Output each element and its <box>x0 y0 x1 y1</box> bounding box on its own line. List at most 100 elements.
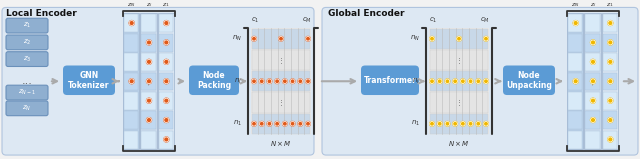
Circle shape <box>267 79 272 83</box>
Circle shape <box>484 79 488 83</box>
FancyBboxPatch shape <box>2 7 314 155</box>
Text: ⋮: ⋮ <box>278 57 285 63</box>
Bar <box>567 13 583 149</box>
Text: Global Encoder: Global Encoder <box>328 9 404 18</box>
Text: $z_1$: $z_1$ <box>607 1 614 9</box>
Text: $c_1$: $c_1$ <box>429 16 437 25</box>
Circle shape <box>429 36 435 41</box>
Circle shape <box>457 36 461 41</box>
Circle shape <box>252 79 256 83</box>
Circle shape <box>437 121 442 126</box>
Bar <box>586 111 600 129</box>
Circle shape <box>259 79 264 83</box>
Circle shape <box>429 79 435 83</box>
Bar <box>568 53 582 71</box>
Circle shape <box>591 79 595 84</box>
Circle shape <box>608 59 613 64</box>
Bar <box>586 14 600 32</box>
FancyBboxPatch shape <box>6 101 48 116</box>
Circle shape <box>278 36 284 41</box>
Circle shape <box>291 121 295 126</box>
Circle shape <box>608 79 613 84</box>
Bar <box>603 53 617 71</box>
Bar <box>586 34 600 52</box>
Circle shape <box>484 121 488 126</box>
Circle shape <box>164 21 169 25</box>
FancyBboxPatch shape <box>361 66 419 95</box>
Text: $z_3$: $z_3$ <box>23 55 31 64</box>
Bar <box>603 92 617 110</box>
Text: $n_1$: $n_1$ <box>411 119 420 128</box>
Bar <box>157 13 174 149</box>
Circle shape <box>429 121 435 126</box>
Circle shape <box>608 21 613 25</box>
Bar <box>430 29 488 49</box>
Text: ···: ··· <box>146 78 152 85</box>
Bar <box>252 29 310 49</box>
Text: ⋮: ⋮ <box>456 57 463 63</box>
Circle shape <box>147 59 152 64</box>
Circle shape <box>484 36 488 41</box>
Bar <box>586 53 600 71</box>
Circle shape <box>437 79 442 83</box>
Text: $N \times M$: $N \times M$ <box>448 139 470 148</box>
Circle shape <box>461 79 465 83</box>
Bar <box>123 13 140 149</box>
Circle shape <box>147 79 152 84</box>
Circle shape <box>298 121 303 126</box>
FancyBboxPatch shape <box>63 66 115 95</box>
Bar <box>124 131 138 149</box>
Bar <box>159 73 173 90</box>
Text: $c_1$: $c_1$ <box>251 16 259 25</box>
Bar <box>140 13 157 149</box>
Bar <box>603 73 617 90</box>
Text: ...: ... <box>22 76 33 86</box>
Text: $n_N$: $n_N$ <box>410 34 420 43</box>
Bar <box>586 92 600 110</box>
Text: $z_i$: $z_i$ <box>146 1 152 9</box>
Circle shape <box>164 98 169 103</box>
Bar <box>159 131 173 149</box>
Circle shape <box>591 59 595 64</box>
Circle shape <box>164 118 169 123</box>
Circle shape <box>282 121 287 126</box>
Text: $z_2$: $z_2$ <box>23 38 31 47</box>
Bar <box>141 73 156 90</box>
Bar <box>252 92 310 113</box>
Circle shape <box>591 118 595 123</box>
Circle shape <box>164 79 169 84</box>
Bar <box>124 14 138 32</box>
Text: $z_N$: $z_N$ <box>127 1 136 9</box>
Circle shape <box>275 79 280 83</box>
Bar <box>430 50 488 70</box>
Text: $c_M$: $c_M$ <box>302 16 312 25</box>
Circle shape <box>573 79 578 84</box>
Circle shape <box>453 79 458 83</box>
Bar <box>568 111 582 129</box>
Text: $N \times M$: $N \times M$ <box>270 139 292 148</box>
FancyBboxPatch shape <box>189 66 239 95</box>
Text: $z_N$: $z_N$ <box>572 1 580 9</box>
Bar <box>252 71 310 91</box>
Circle shape <box>591 40 595 45</box>
Circle shape <box>252 121 256 126</box>
Bar <box>159 53 173 71</box>
Bar <box>602 13 618 149</box>
Bar <box>603 111 617 129</box>
Bar <box>603 34 617 52</box>
Circle shape <box>291 79 295 83</box>
Text: ⋮: ⋮ <box>456 100 463 106</box>
Circle shape <box>445 79 450 83</box>
Circle shape <box>608 118 613 123</box>
Bar <box>252 114 310 134</box>
FancyBboxPatch shape <box>6 35 48 50</box>
Circle shape <box>282 79 287 83</box>
FancyBboxPatch shape <box>322 7 638 155</box>
Bar <box>584 13 601 149</box>
Text: Node
Unpacking: Node Unpacking <box>506 71 552 90</box>
Bar <box>430 71 488 91</box>
Circle shape <box>608 98 613 103</box>
Circle shape <box>147 40 152 45</box>
Circle shape <box>453 121 458 126</box>
Circle shape <box>252 36 256 41</box>
